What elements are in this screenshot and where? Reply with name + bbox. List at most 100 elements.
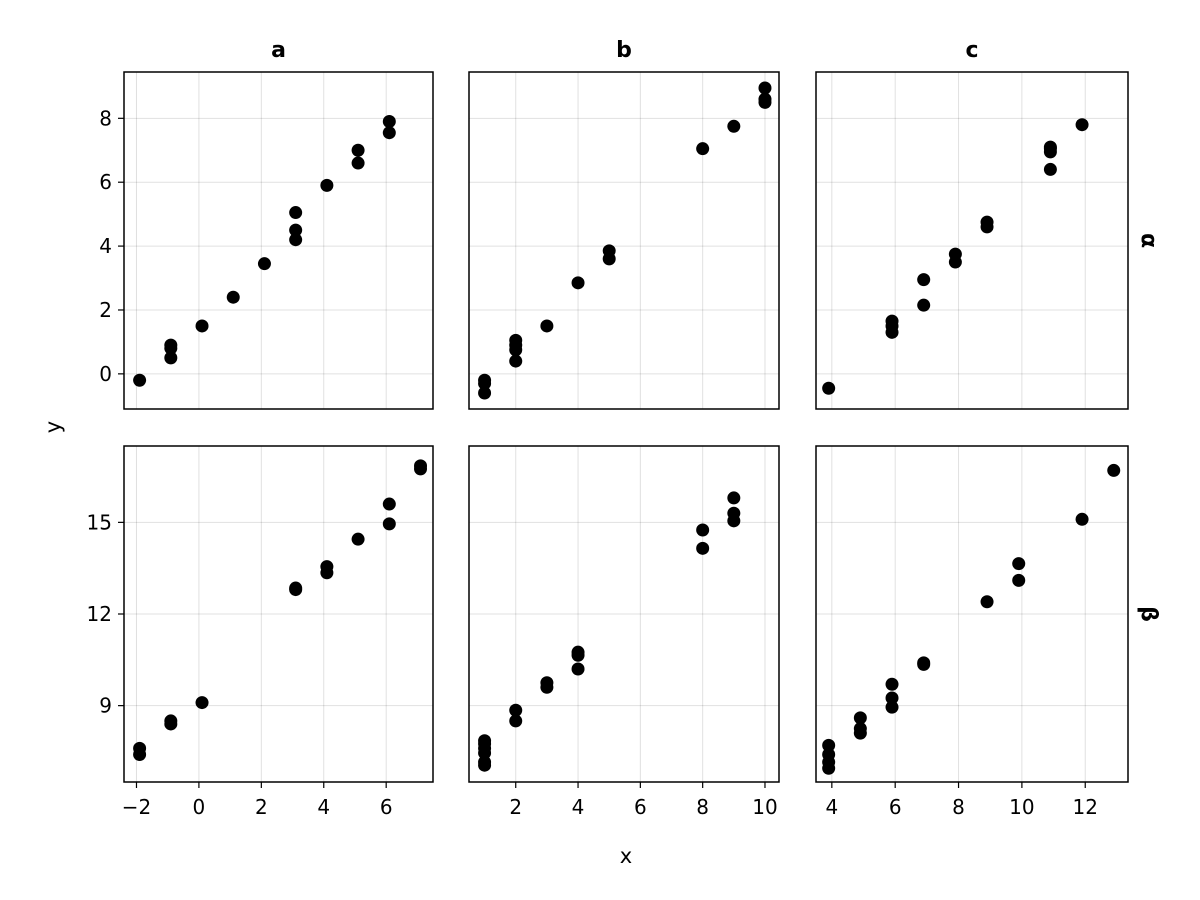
data-point bbox=[885, 677, 899, 691]
data-point bbox=[853, 722, 867, 736]
x-tick-label: 10 bbox=[752, 795, 777, 819]
y-tick-label: 8 bbox=[99, 106, 112, 130]
data-point bbox=[382, 497, 396, 511]
data-point bbox=[602, 244, 616, 258]
x-tick-label: 8 bbox=[696, 795, 709, 819]
x-tick-label: −2 bbox=[122, 795, 151, 819]
data-point bbox=[320, 178, 334, 192]
x-tick-label: 4 bbox=[825, 795, 838, 819]
data-point bbox=[948, 247, 962, 261]
data-point bbox=[1075, 512, 1089, 526]
data-point bbox=[1012, 557, 1026, 571]
x-tick-label: 4 bbox=[317, 795, 330, 819]
data-point bbox=[478, 755, 492, 769]
data-point bbox=[822, 748, 836, 762]
data-point bbox=[917, 298, 931, 312]
data-point bbox=[1107, 463, 1121, 477]
data-point bbox=[478, 386, 492, 400]
data-point bbox=[822, 381, 836, 395]
data-point bbox=[382, 517, 396, 531]
panel-frame bbox=[123, 71, 434, 410]
data-point bbox=[509, 714, 523, 728]
data-point bbox=[758, 81, 772, 95]
data-point bbox=[478, 373, 492, 387]
y-tick-label: 12 bbox=[87, 602, 112, 626]
data-point bbox=[382, 126, 396, 140]
data-point bbox=[571, 662, 585, 676]
data-point bbox=[1075, 118, 1089, 132]
y-tick-label: 4 bbox=[99, 234, 112, 258]
row-title-0: α bbox=[1136, 233, 1161, 248]
data-point bbox=[696, 523, 710, 537]
y-tick-label: 2 bbox=[99, 298, 112, 322]
data-point bbox=[1012, 573, 1026, 587]
data-point bbox=[509, 354, 523, 368]
data-point bbox=[226, 290, 240, 304]
data-point bbox=[133, 373, 147, 387]
data-point bbox=[980, 595, 994, 609]
data-point bbox=[320, 560, 334, 574]
data-point bbox=[727, 119, 741, 133]
data-point bbox=[351, 532, 365, 546]
x-tick-label: 2 bbox=[509, 795, 522, 819]
panel-β-b: 2 4 6 8 10 bbox=[468, 445, 780, 819]
column-title-a: a bbox=[271, 38, 286, 63]
data-point bbox=[696, 142, 710, 156]
data-point bbox=[1043, 140, 1057, 154]
row-title-1: β bbox=[1136, 606, 1161, 622]
data-point bbox=[351, 143, 365, 157]
data-point bbox=[885, 314, 899, 328]
x-tick-label: 4 bbox=[572, 795, 585, 819]
data-point bbox=[980, 215, 994, 229]
data-point bbox=[696, 541, 710, 555]
chart-labels: x y bbox=[41, 421, 632, 868]
data-point bbox=[822, 738, 836, 752]
data-point bbox=[382, 115, 396, 129]
data-point bbox=[289, 206, 303, 220]
x-tick-label: 12 bbox=[1073, 795, 1098, 819]
data-point bbox=[195, 696, 209, 710]
data-point bbox=[478, 734, 492, 748]
data-point bbox=[414, 459, 428, 473]
x-axis-label: x bbox=[620, 844, 632, 868]
x-tick-label: 2 bbox=[255, 795, 268, 819]
y-tick-label: 0 bbox=[99, 362, 112, 386]
panel-α-b bbox=[468, 71, 780, 410]
data-point bbox=[164, 351, 178, 365]
data-point bbox=[727, 491, 741, 505]
panel-β-a: −2 0 2 4 6 9 12 15 bbox=[87, 445, 434, 819]
data-point bbox=[509, 703, 523, 717]
data-point bbox=[853, 711, 867, 725]
data-point bbox=[289, 233, 303, 247]
panel-frame bbox=[468, 71, 780, 410]
panel-frame bbox=[815, 445, 1129, 783]
column-title-b: b bbox=[616, 38, 632, 63]
panel-frame bbox=[815, 71, 1129, 410]
data-point bbox=[164, 338, 178, 352]
y-tick-label: 15 bbox=[87, 510, 112, 534]
data-point bbox=[164, 714, 178, 728]
data-point bbox=[571, 276, 585, 290]
y-tick-label: 9 bbox=[99, 694, 112, 718]
y-axis-label: y bbox=[41, 421, 65, 433]
data-point bbox=[540, 319, 554, 333]
data-point bbox=[351, 156, 365, 170]
data-point bbox=[195, 319, 209, 333]
x-tick-label: 0 bbox=[193, 795, 206, 819]
panel-frame bbox=[468, 445, 780, 783]
x-tick-label: 6 bbox=[889, 795, 902, 819]
data-point bbox=[571, 645, 585, 659]
data-point bbox=[758, 92, 772, 106]
x-tick-label: 8 bbox=[952, 795, 965, 819]
data-point bbox=[257, 257, 271, 271]
column-title-c: c bbox=[965, 38, 978, 63]
data-point bbox=[540, 676, 554, 690]
data-point bbox=[917, 273, 931, 287]
data-point bbox=[917, 656, 931, 670]
x-tick-label: 6 bbox=[634, 795, 647, 819]
data-point bbox=[885, 700, 899, 714]
data-point bbox=[509, 333, 523, 347]
x-tick-label: 10 bbox=[1009, 795, 1034, 819]
panel-α-c bbox=[815, 71, 1129, 410]
